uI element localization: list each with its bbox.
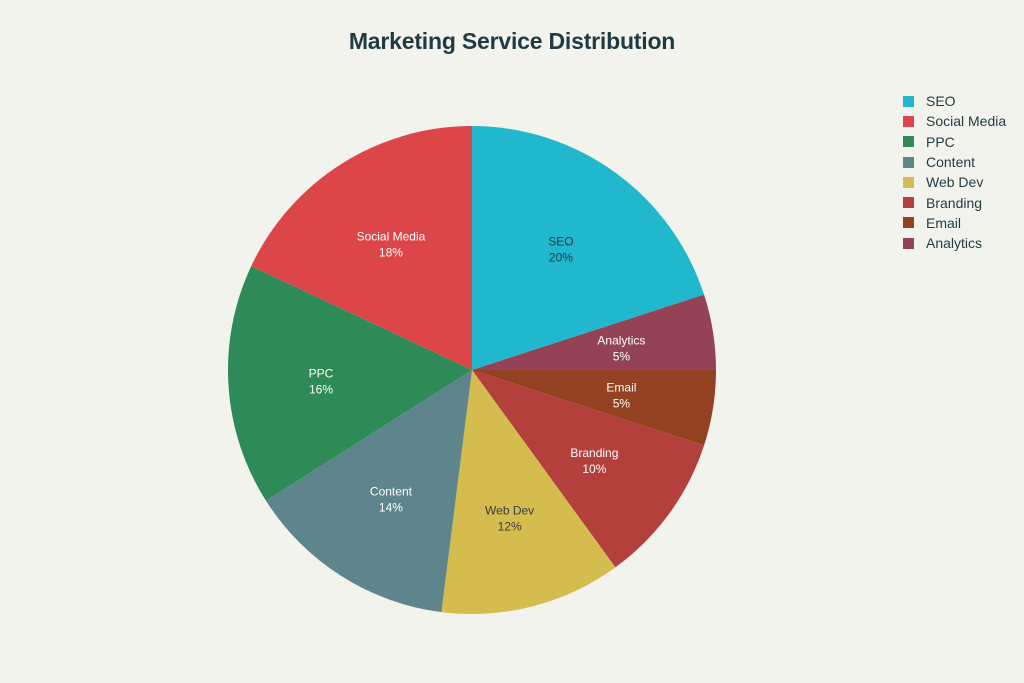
slice-percent: 20% [549, 251, 573, 265]
legend-swatch [903, 156, 914, 168]
legend-swatch [903, 136, 914, 148]
legend-label: Content [926, 154, 976, 171]
legend-label: Branding [926, 194, 983, 211]
legend-item-ppc[interactable]: PPC [903, 132, 1006, 152]
slice-label: Content [370, 485, 413, 499]
pie-slice-content[interactable] [265, 370, 472, 613]
slice-label: Social Media [357, 229, 426, 243]
legend-item-seo[interactable]: SEO [903, 91, 1006, 111]
legend-swatch [903, 217, 914, 229]
legend-label: SEO [926, 93, 956, 110]
slice-percent: 16% [309, 382, 333, 396]
legend-item-branding[interactable]: Branding [903, 192, 1006, 212]
legend-item-social-media[interactable]: Social Media [903, 111, 1006, 131]
slice-percent: 5% [613, 397, 631, 411]
legend-label: Email [926, 214, 962, 231]
slice-label: SEO [548, 235, 573, 249]
slice-label: Email [606, 381, 636, 395]
pie-slice-email[interactable] [472, 370, 716, 446]
legend-label: Social Media [926, 113, 1007, 130]
chart-title: Marketing Service Distribution [348, 28, 676, 54]
pie-slice-ppc[interactable] [228, 266, 472, 501]
slice-percent: 12% [498, 520, 522, 534]
pie-slice-social-media[interactable] [251, 126, 472, 370]
slice-label: Web Dev [485, 504, 534, 518]
legend: SEO Social Media PPC Content Web Dev Bra… [903, 91, 1006, 253]
pie-slice-analytics[interactable] [472, 294, 716, 370]
slice-label: Branding [570, 446, 618, 460]
legend-item-email[interactable]: Email [903, 213, 1006, 233]
pie-slice-seo[interactable] [472, 126, 705, 370]
legend-label: Analytics [926, 235, 983, 252]
pie-slice-web-dev[interactable] [441, 370, 616, 615]
legend-item-content[interactable]: Content [903, 152, 1006, 172]
legend-swatch [903, 237, 914, 249]
slice-percent: 10% [582, 462, 606, 476]
legend-swatch [903, 197, 914, 209]
legend-swatch [903, 115, 914, 127]
slice-percent: 18% [379, 245, 403, 259]
legend-label: Web Dev [926, 174, 984, 191]
legend-item-web-dev[interactable]: Web Dev [903, 172, 1006, 192]
pie-slice-branding[interactable] [472, 370, 705, 568]
legend-swatch [903, 95, 914, 107]
slice-percent: 14% [379, 501, 403, 515]
slice-percent: 5% [613, 349, 631, 363]
legend-swatch [903, 176, 914, 188]
legend-item-analytics[interactable]: Analytics [903, 233, 1006, 253]
slice-label: PPC [309, 366, 334, 380]
legend-label: PPC [926, 133, 955, 150]
slice-label: Analytics [597, 333, 645, 347]
